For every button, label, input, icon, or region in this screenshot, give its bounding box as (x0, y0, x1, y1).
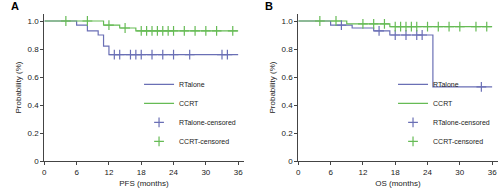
svg-text:18: 18 (391, 168, 400, 177)
svg-text:0.4: 0.4 (28, 101, 40, 110)
svg-text:0.4: 0.4 (282, 101, 294, 110)
svg-text:RTalone-censored: RTalone-censored (179, 119, 236, 126)
svg-text:OS (months): OS (months) (375, 179, 421, 188)
svg-text:6: 6 (74, 168, 79, 177)
svg-text:0.8: 0.8 (282, 45, 294, 54)
svg-text:6: 6 (328, 168, 333, 177)
svg-text:RTalone-censored: RTalone-censored (433, 119, 490, 126)
svg-text:1.0: 1.0 (28, 17, 40, 26)
svg-text:CCRT-censored: CCRT-censored (433, 138, 483, 145)
svg-text:1.0: 1.0 (282, 17, 294, 26)
svg-text:30: 30 (455, 168, 464, 177)
svg-text:36: 36 (488, 168, 497, 177)
svg-text:18: 18 (137, 168, 146, 177)
svg-text:RTalone: RTalone (179, 81, 205, 88)
svg-text:CCRT: CCRT (179, 100, 199, 107)
svg-text:0.2: 0.2 (28, 129, 40, 138)
svg-text:0: 0 (288, 157, 293, 166)
svg-text:36: 36 (234, 168, 243, 177)
svg-text:Probability (%): Probability (%) (14, 61, 23, 113)
svg-text:0.8: 0.8 (28, 45, 40, 54)
svg-text:0.6: 0.6 (282, 73, 294, 82)
svg-text:B: B (265, 0, 273, 12)
svg-text:PFS (months): PFS (months) (119, 179, 169, 188)
svg-text:A: A (11, 0, 19, 12)
svg-text:0.2: 0.2 (282, 129, 294, 138)
svg-text:30: 30 (201, 168, 210, 177)
svg-text:0: 0 (296, 168, 301, 177)
svg-text:0.6: 0.6 (28, 73, 40, 82)
svg-text:Probability (%): Probability (%) (268, 61, 277, 113)
svg-text:24: 24 (169, 168, 178, 177)
svg-text:0: 0 (34, 157, 39, 166)
svg-text:RTalone: RTalone (433, 81, 459, 88)
svg-text:24: 24 (423, 168, 432, 177)
svg-text:12: 12 (104, 168, 113, 177)
svg-text:CCRT: CCRT (433, 100, 453, 107)
svg-text:CCRT-censored: CCRT-censored (179, 138, 229, 145)
svg-text:0: 0 (42, 168, 47, 177)
svg-text:12: 12 (358, 168, 367, 177)
